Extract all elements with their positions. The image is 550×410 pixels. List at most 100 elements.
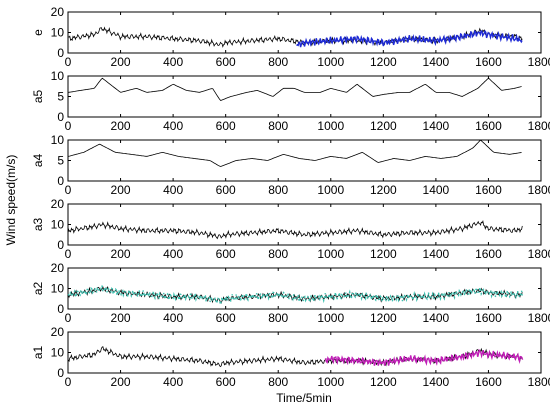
x-tick-label: 400 [163,375,183,389]
series-line-signal [67,346,523,368]
x-tick-label: 1400 [423,247,450,261]
plot-frame [67,75,542,118]
x-tick-label: 1000 [317,55,344,69]
x-tick-label: 1400 [423,119,450,133]
x-tick-label: 600 [216,119,236,133]
x-tick-label: 600 [216,55,236,69]
x-tick-label: 200 [111,247,131,261]
x-tick-label: 1400 [423,55,450,69]
x-tick-label: 1000 [317,311,344,325]
y-tick-label: 10 [51,282,65,296]
y-tick-label: 20 [51,325,65,339]
y-tick-label: 10 [51,26,65,40]
x-tick-label: 1000 [317,375,344,389]
x-tick-label: 0 [65,119,72,133]
x-axis-label: Time/5min [276,391,332,405]
y-tick-label: 0 [57,174,64,188]
series-line-signal [67,219,523,240]
x-tick-label: 1400 [423,311,450,325]
x-tick-label: 1600 [475,55,502,69]
y-tick-label: 5 [57,154,64,168]
x-tick-label: 600 [216,183,236,197]
x-tick-label: 1600 [475,183,502,197]
x-tick-label: 400 [163,183,183,197]
series-line-signal [68,77,522,101]
x-tick-label: 1400 [423,183,450,197]
x-tick-label: 1600 [475,311,502,325]
x-tick-label: 1600 [475,119,502,133]
x-tick-label: 800 [268,311,288,325]
x-tick-label: 1200 [370,311,397,325]
plot-frame [67,139,542,182]
x-tick-label: 1000 [317,119,344,133]
y-tick-label: 10 [51,69,65,83]
x-tick-label: 600 [216,375,236,389]
x-tick-label: 1200 [370,247,397,261]
x-tick-label: 400 [163,55,183,69]
x-tick-label: 1200 [370,183,397,197]
x-tick-label: 200 [111,119,131,133]
x-tick-label: 600 [216,247,236,261]
plot-frame [67,267,542,310]
panel-label: e [31,29,45,36]
y-tick-label: 0 [57,110,64,124]
x-tick-label: 1600 [475,375,502,389]
x-tick-label: 0 [65,55,72,69]
panel-label: a5 [31,90,45,104]
x-tick-label: 1400 [423,375,450,389]
x-tick-label: 800 [268,247,288,261]
y-tick-label: 10 [51,133,65,147]
y-tick-label: 10 [51,218,65,232]
x-tick-label: 800 [268,183,288,197]
x-tick-label: 1000 [317,247,344,261]
x-tick-label: 200 [111,183,131,197]
x-tick-label: 400 [163,119,183,133]
y-tick-label: 20 [51,5,65,19]
y-tick-label: 0 [57,238,64,252]
x-tick-label: 0 [65,375,72,389]
x-tick-label: 200 [111,55,131,69]
x-tick-label: 0 [65,247,72,261]
y-tick-label: 0 [57,366,64,380]
series-line-overlay [296,29,523,48]
x-tick-label: 1000 [317,183,344,197]
y-tick-label: 20 [51,197,65,211]
x-tick-label: 1200 [370,375,397,389]
plot-frame [67,331,542,374]
y-tick-label: 0 [57,302,64,316]
x-tick-label: 800 [268,375,288,389]
x-tick-label: 600 [216,311,236,325]
y-axis-label: Wind speed(m/s) [4,155,18,246]
series-line-signal [68,139,522,167]
x-tick-label: 1200 [370,119,397,133]
x-tick-label: 200 [111,311,131,325]
panel-label: a4 [31,154,45,168]
x-tick-label: 1600 [475,247,502,261]
x-tick-label: 800 [268,55,288,69]
panel-label: a2 [31,282,45,296]
y-tick-label: 10 [51,346,65,360]
panel-label: a3 [31,218,45,232]
x-tick-label: 0 [65,183,72,197]
panel-label: a1 [31,346,45,360]
series-line-overlay [324,348,524,366]
x-tick-label: 1200 [370,55,397,69]
x-tick-label: 400 [163,311,183,325]
x-tick-label: 400 [163,247,183,261]
y-tick-label: 5 [57,90,64,104]
plot-frame [67,203,542,246]
x-tick-label: 800 [268,119,288,133]
